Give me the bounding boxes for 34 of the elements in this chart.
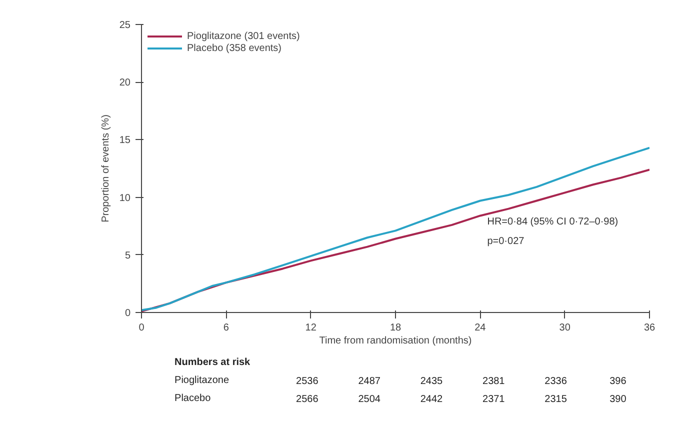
annotation: HR=0·84 (95% CI 0·72–0·98): [487, 216, 618, 228]
x-tick-label: 0: [138, 322, 145, 334]
text: 2381: [482, 376, 506, 387]
text: 2536: [296, 376, 319, 387]
x-axis-title: Time from randomisation (months): [319, 336, 472, 346]
y-tick-label: 25: [119, 20, 131, 31]
annotation: p=0·027: [487, 236, 525, 247]
x-tick-label: 24: [474, 322, 486, 334]
y-tick-label: 5: [124, 250, 131, 262]
y-tick-label: 20: [119, 78, 131, 89]
text: 2442: [420, 394, 444, 405]
text: 2504: [358, 394, 381, 405]
text: 2435: [420, 376, 444, 387]
text: 2315: [544, 394, 568, 405]
x-tick-label: 12: [305, 322, 317, 334]
text: Placebo: [174, 393, 212, 404]
text: Pioglitazone: [174, 375, 230, 386]
text: 390: [610, 394, 627, 405]
y-tick-label: 0: [124, 308, 131, 319]
legend-label: Pioglitazone (301 events): [187, 30, 300, 42]
text: 2371: [482, 394, 506, 405]
y-axis-title: Proportion of events (%): [100, 114, 112, 222]
text: 2566: [296, 394, 319, 405]
y-tick-label: 15: [119, 135, 131, 146]
x-tick-label: 30: [559, 322, 571, 334]
x-tick-label: 6: [223, 322, 230, 334]
text: 2487: [358, 376, 381, 387]
y-tick-label: 10: [119, 192, 131, 204]
text: Numbers at risk: [174, 357, 251, 368]
x-tick-label: 18: [390, 322, 402, 334]
text: 396: [610, 376, 627, 387]
text: 2336: [544, 376, 568, 387]
legend-label: Placebo (358 events): [187, 42, 282, 54]
x-tick-label: 36: [644, 322, 656, 334]
